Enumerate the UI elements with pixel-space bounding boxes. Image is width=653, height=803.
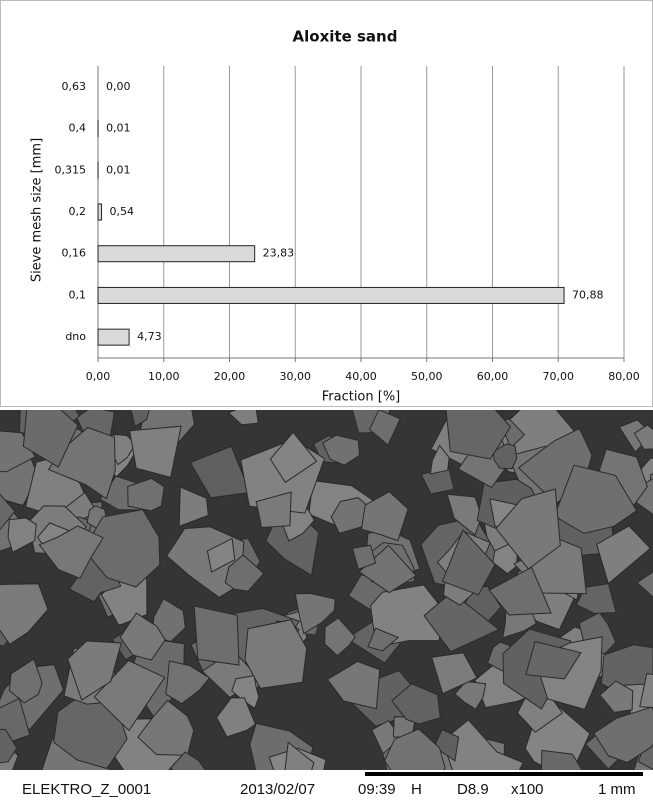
x-tick-label: 20,00	[214, 370, 246, 383]
y-tick-label: dno	[65, 330, 86, 343]
image-scale: 1 mm	[598, 781, 636, 798]
grain	[194, 606, 239, 665]
figure: Aloxite sand Fraction [%] Sieve mesh siz…	[0, 0, 653, 803]
data-label: 4,73	[137, 330, 162, 343]
y-tick-label: 0,63	[62, 80, 87, 93]
image-date: 2013/02/07	[240, 781, 315, 798]
y-tick-label: 0,2	[69, 205, 87, 218]
x-tick-label: 40,00	[345, 370, 377, 383]
data-label: 0,01	[106, 122, 131, 135]
x-tick-label: 30,00	[280, 370, 312, 383]
micrograph	[0, 376, 653, 803]
y-axis-label: Sieve mesh size [mm]	[30, 138, 45, 282]
data-label: 0,00	[106, 80, 131, 93]
bar	[98, 329, 129, 345]
data-label: 0,01	[106, 163, 131, 176]
bar	[98, 204, 102, 220]
x-tick-label: 80,00	[608, 370, 640, 383]
x-tick-label: 70,00	[543, 370, 575, 383]
data-label: 23,83	[263, 247, 295, 260]
y-tick-label: 0,16	[62, 247, 87, 260]
bar	[98, 287, 564, 303]
x-tick-label: 10,00	[148, 370, 180, 383]
page: Aloxite sand Fraction [%] Sieve mesh siz…	[0, 0, 653, 803]
chart-title: Aloxite sand	[293, 28, 398, 46]
x-tick-label: 0,00	[86, 370, 111, 383]
image-magnification: x100	[511, 781, 544, 798]
bar	[98, 246, 255, 262]
image-mode: H	[411, 781, 422, 798]
y-tick-label: 0,4	[69, 122, 87, 135]
image-distance: D8.9	[457, 781, 489, 798]
data-label: 0,54	[110, 205, 135, 218]
image-name: ELEKTRO_Z_0001	[22, 781, 151, 798]
y-tick-label: 0,315	[55, 163, 87, 176]
x-axis-label: Fraction [%]	[322, 390, 401, 405]
data-label: 70,88	[572, 288, 604, 301]
image-time: 09:39	[358, 781, 396, 798]
x-tick-label: 60,00	[477, 370, 509, 383]
y-tick-label: 0,1	[69, 288, 87, 301]
x-tick-label: 50,00	[411, 370, 443, 383]
